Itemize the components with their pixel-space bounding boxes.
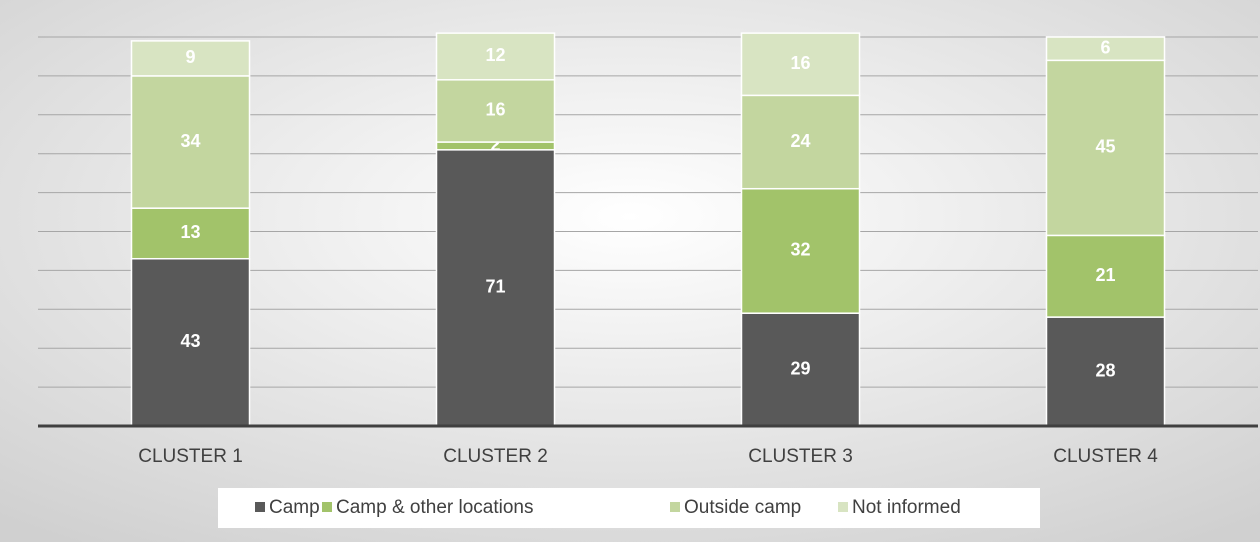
- data-label: 9: [185, 47, 195, 67]
- data-label: 45: [1095, 137, 1115, 157]
- data-label: 43: [180, 331, 200, 351]
- data-label: 29: [790, 358, 810, 378]
- bar-segment: [435, 149, 556, 427]
- x-tick-label: CLUSTER 1: [138, 446, 243, 467]
- bar-segment: [740, 94, 861, 190]
- data-label: 13: [180, 222, 200, 242]
- legend-swatch: [838, 502, 848, 512]
- bar-segment: [740, 187, 861, 314]
- bar-segment: [435, 32, 556, 81]
- bar-segment: [1045, 36, 1166, 62]
- bar-segment: [1045, 234, 1166, 318]
- data-label: 34: [180, 131, 200, 151]
- legend-label: Camp: [269, 497, 320, 518]
- x-tick-label: CLUSTER 4: [1053, 446, 1158, 467]
- data-label: 16: [485, 100, 505, 120]
- data-label: 6: [1100, 37, 1110, 57]
- bar-segment: [130, 75, 251, 209]
- legend-swatch: [255, 502, 265, 512]
- legend-swatch: [670, 502, 680, 512]
- bar-segment: [130, 40, 251, 77]
- data-label: 28: [1095, 360, 1115, 380]
- data-label: 2: [490, 135, 500, 155]
- bar-segment: [740, 312, 861, 427]
- x-tick-label: CLUSTER 3: [748, 446, 853, 467]
- bar-segment: [740, 32, 861, 97]
- data-label: 32: [790, 240, 810, 260]
- bar-segment: [1045, 59, 1166, 237]
- legend-label: Camp & other locations: [336, 497, 534, 518]
- legend-swatch: [322, 502, 332, 512]
- bar-segment: [130, 257, 251, 427]
- legend-label: Not informed: [852, 497, 961, 518]
- data-label: 71: [485, 277, 505, 297]
- data-label: 24: [790, 131, 810, 151]
- bar-segment: [130, 207, 251, 260]
- data-label: 16: [790, 53, 810, 73]
- bar-segment: [435, 79, 556, 143]
- x-tick-label: CLUSTER 2: [443, 446, 548, 467]
- bar-segment: [1045, 316, 1166, 427]
- legend-box: [218, 488, 1040, 528]
- data-label: 21: [1095, 265, 1115, 285]
- legend-label: Outside camp: [684, 497, 801, 518]
- data-label: 12: [485, 45, 505, 65]
